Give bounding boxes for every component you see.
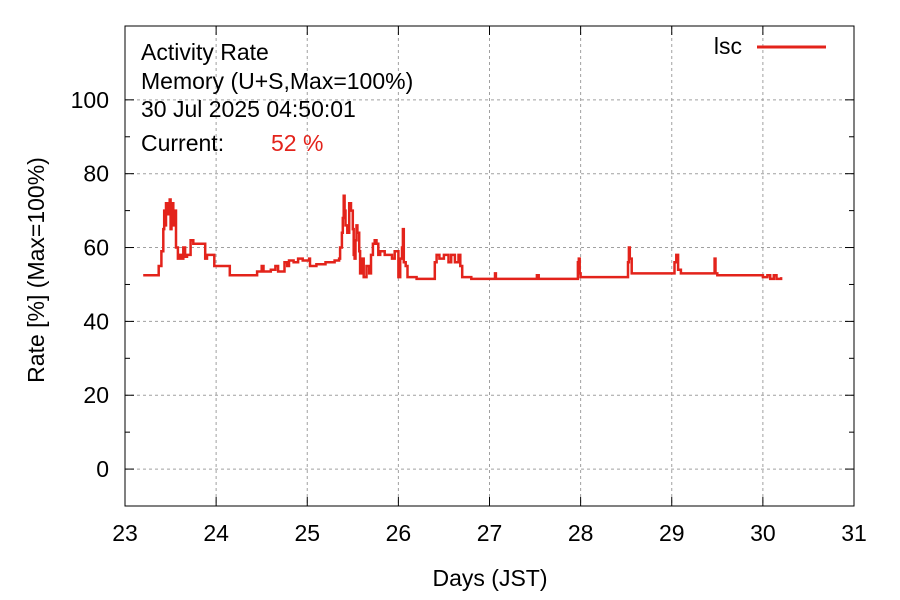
x-axis-label: Days (JST) [433,565,548,591]
chart-title-line-1: Activity Rate [141,39,269,65]
x-tick-label: 25 [294,520,320,546]
current-label: Current: [141,130,224,156]
y-tick-label: 60 [83,235,109,261]
x-tick-label: 31 [841,520,867,546]
chart-title-line-2: Memory (U+S,Max=100%) [141,68,413,94]
y-tick-label: 100 [71,87,109,113]
x-tick-label: 26 [386,520,412,546]
y-tick-label: 40 [83,308,109,334]
x-tick-label: 23 [112,520,138,546]
series-line-lsc [143,194,783,281]
y-tick-label: 80 [83,161,109,187]
chart-title-line-3: 30 Jul 2025 04:50:01 [141,96,356,122]
x-tick-label: 29 [659,520,685,546]
x-tick-label: 30 [750,520,776,546]
x-tick-label: 24 [203,520,229,546]
plot-frame [124,25,855,507]
series-layer [143,194,783,281]
y-axis-label: Rate [%] (Max=100%) [23,157,49,383]
x-tick-label: 27 [477,520,503,546]
current-value: 52 % [271,130,323,156]
axis-ticks [124,26,855,506]
x-tick-label: 28 [568,520,594,546]
legend-label: lsc [714,33,742,59]
tick-labels: 23 24 25 26 27 28 29 30 31 0 20 40 60 80 100 [71,87,867,546]
y-tick-label: 20 [83,382,109,408]
y-tick-label: 0 [96,456,109,482]
